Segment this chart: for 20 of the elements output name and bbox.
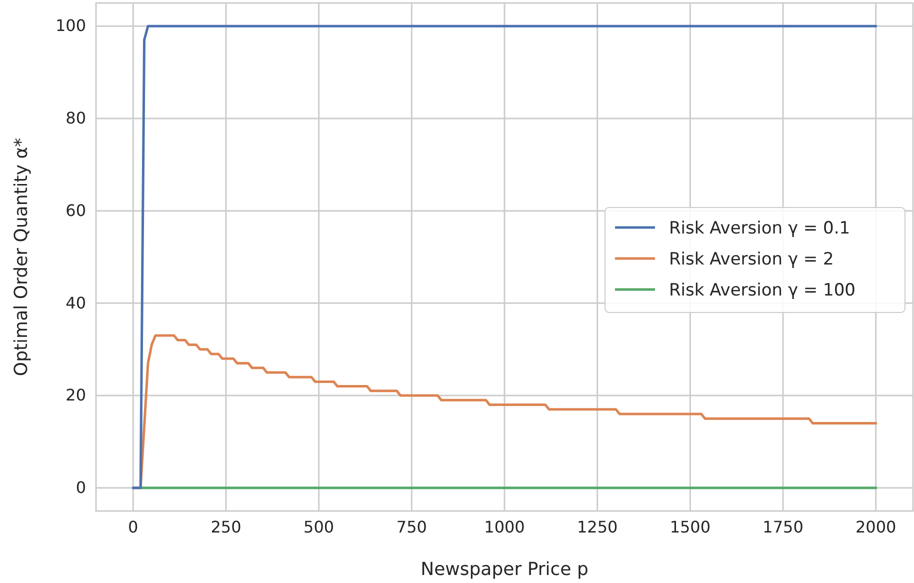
y-tick-label: 60 — [66, 200, 86, 220]
x-tick-label: 0 — [128, 517, 138, 536]
x-tick-label: 2000 — [856, 517, 896, 536]
x-tick-label: 1250 — [576, 517, 618, 536]
y-tick-label: 100 — [55, 16, 86, 36]
y-tick-label: 20 — [66, 386, 86, 405]
x-tick-label: 1000 — [484, 517, 525, 536]
y-tick-label: 40 — [66, 293, 86, 312]
y-tick-label: 80 — [66, 108, 86, 128]
legend-label: Risk Aversion γ = 100 — [669, 280, 856, 300]
legend-label: Risk Aversion γ = 0.1 — [669, 218, 850, 238]
x-axis-title: Newspaper Price p — [420, 559, 588, 580]
legend-label: Risk Aversion γ = 2 — [669, 250, 834, 270]
y-axis-title: Optimal Order Quantity α* — [11, 138, 32, 376]
x-tick-label: 500 — [304, 517, 334, 536]
y-tick-label: 0 — [76, 478, 86, 498]
x-tick-label: 750 — [396, 517, 427, 536]
x-tick-label: 250 — [210, 517, 242, 536]
x-tick-label: 1500 — [670, 517, 711, 536]
x-tick-label: 1750 — [762, 517, 804, 536]
